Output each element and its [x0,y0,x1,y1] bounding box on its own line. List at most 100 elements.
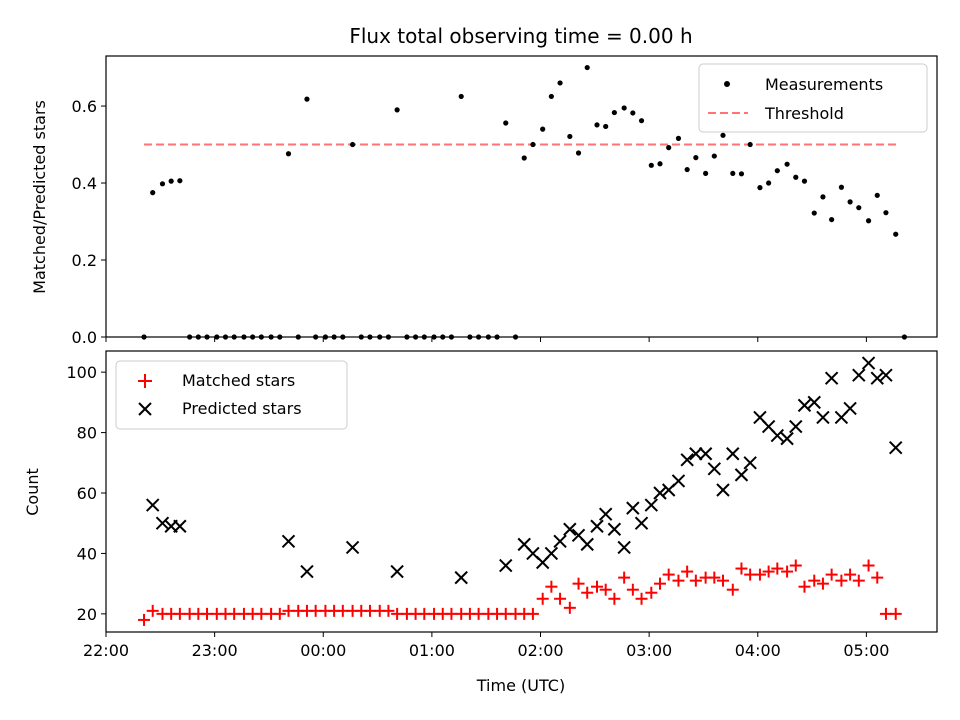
bottom-y-tick-label: 20 [77,605,97,624]
predicted-star-stroke-b [553,534,567,549]
predicted-star-point [281,534,296,549]
top-y-tick-label: 0.6 [72,97,97,116]
x-tick-label: 22:00 [83,641,129,660]
x-tick-label: 00:00 [300,641,346,660]
top-legend: Measurements Threshold [698,63,928,133]
matched-star-point [645,586,658,599]
predicted-star-stroke-b [617,540,631,555]
predicted-star-point [816,410,830,425]
measurement-point [611,109,617,116]
measurement-point [793,174,799,180]
measurement-point [865,218,872,224]
predicted-star-point [155,516,170,530]
measurement-point [567,133,573,140]
predicted-star-stroke-b [671,474,686,488]
measurement-point [530,141,536,148]
matched-star-point [608,592,621,605]
measurement-point [621,105,627,111]
measurement-point [893,231,899,237]
legend-marker-predicted [138,402,152,416]
predicted-star-stroke-b [390,564,404,579]
matched-star-point [138,613,151,626]
measurement-point [304,96,310,102]
matched-star-point [672,574,685,587]
predicted-star-point [680,453,694,467]
predicted-star-point [544,546,559,561]
predicted-star-point [861,356,876,370]
measurement-point [747,141,753,148]
predicted-star-stroke-b [345,540,360,555]
predicted-star-point [689,447,703,461]
measurement-point [766,180,772,186]
predicted-star-stroke-b [607,522,622,536]
matched-star-point [572,577,585,590]
top-legend-box [698,63,928,133]
predicted-star-stroke-b [780,431,794,446]
matched-star-point [835,574,848,587]
measurement-point [711,153,717,159]
matched-star-point [545,580,558,593]
measurement-point [829,216,835,223]
measurement-point [584,64,590,71]
predicted-star-point [824,371,839,385]
predicted-star-point [607,522,622,536]
matched-star-point [735,562,748,575]
matched-star-point [554,592,567,605]
bottom-panel: 20 40 60 80 100 22:00 23:00 00:00 01:00 02:00 03:… [23,350,938,695]
matched-star-point [781,565,794,578]
predicted-star-stroke-b [544,546,559,561]
predicted-stars-layer [146,356,903,585]
predicted-star-stroke-b [454,570,468,585]
chart-title: Flux total observing time = 0.00 h [349,24,692,48]
predicted-star-stroke-b [707,462,722,476]
predicted-star-stroke-b [634,516,649,530]
matched-star-point [626,583,639,596]
measurement-point [874,192,880,198]
measurement-point [838,184,845,190]
matched-star-point [789,559,802,572]
predicted-star-stroke-b [680,453,694,467]
predicted-star-stroke-b [653,486,667,500]
predicted-star-stroke-b [563,522,577,536]
top-y-axis-label: Matched/Predicted stars [30,100,49,294]
measurement-point [349,141,356,148]
bottom-y-tick-label: 40 [77,544,97,563]
measurement-point [648,162,654,168]
predicted-star-stroke-b [580,537,594,552]
predicted-star-point [879,368,893,382]
predicted-star-stroke-b [734,468,749,482]
predicted-star-stroke-b [499,558,513,573]
predicted-star-point [634,516,649,530]
predicted-star-stroke-b [698,447,713,461]
predicted-star-point [770,428,785,443]
bottom-y-axis-label: Count [23,468,42,516]
predicted-star-point [580,537,594,552]
predicted-star-point [390,564,404,579]
predicted-star-stroke-b [843,401,857,416]
matched-star-point [273,607,286,620]
predicted-star-stroke-b [770,428,785,443]
x-tick-label: 01:00 [409,641,455,660]
predicted-star-point [173,519,187,533]
predicted-star-stroke-b [173,519,187,533]
measurement-point [693,155,699,161]
x-tick-label: 23:00 [192,641,238,660]
predicted-star-stroke-b [761,419,776,434]
matched-star-point [825,568,838,581]
measurement-point [757,185,763,191]
measurement-point [603,123,609,130]
predicted-star-stroke-b [526,546,540,561]
predicted-star-point [300,564,314,579]
top-y-tick-label: 0.4 [72,174,97,193]
measurement-point [575,150,582,156]
predicted-star-stroke-b [626,501,640,515]
measurement-point [503,120,509,126]
predicted-star-point [590,519,604,533]
x-tick-label: 04:00 [735,641,781,660]
measurement-point [666,145,672,151]
predicted-star-stroke-b [816,410,830,425]
measurement-point [548,93,554,100]
predicted-star-point [553,534,567,549]
matched-star-point [852,574,865,587]
measurement-point [159,181,166,187]
